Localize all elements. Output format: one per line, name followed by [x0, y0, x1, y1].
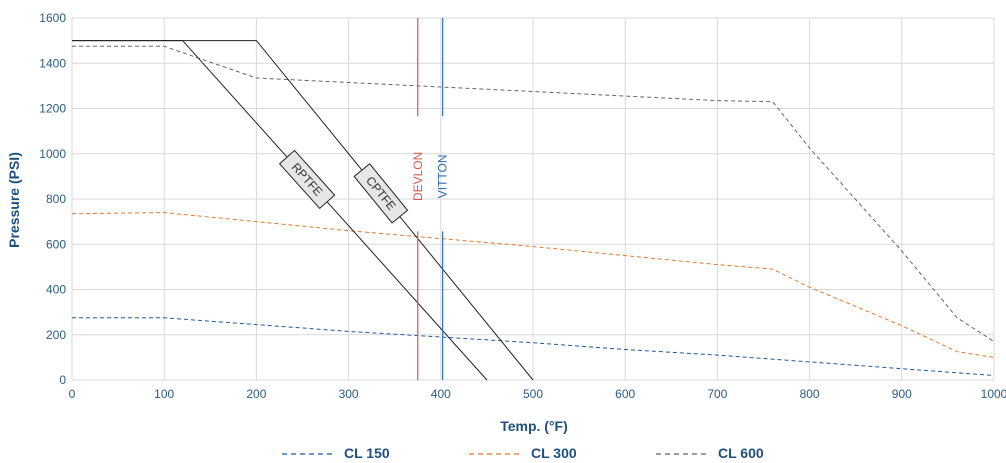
series-line-cptfe [72, 40, 534, 381]
series-line-cl-600 [72, 45, 995, 342]
x-tick-label: 200 [246, 387, 266, 401]
material-label-box [353, 163, 409, 224]
x-tick-label: 800 [800, 387, 820, 401]
x-axis-title: Temp. (°F) [500, 418, 568, 434]
y-axis-title: Pressure (PSI) [6, 152, 22, 248]
x-tick-label: 700 [707, 387, 727, 401]
x-tick-labels: 0 100 200 300 400 500 600 700 800 900 1000 [69, 387, 1006, 401]
y-tick-label: 600 [46, 237, 66, 251]
x-tick-label: 400 [431, 387, 451, 401]
x-tick-label: 1000 [981, 387, 1006, 401]
y-tick-label: 400 [46, 283, 66, 297]
grid [71, 17, 995, 381]
x-tick-label: 900 [892, 387, 912, 401]
y-tick-label: 1200 [39, 102, 66, 116]
vline-label-devlon: DEVLON [411, 152, 425, 201]
vline-label-vitton: VITTON [436, 154, 450, 198]
x-tick-label: 0 [69, 387, 76, 401]
y-tick-label: 1600 [39, 11, 66, 25]
y-tick-label: 0 [59, 373, 66, 387]
x-tick-label: 600 [615, 387, 635, 401]
material-label-rptfe: RPTFE [278, 149, 336, 210]
x-tick-label: 500 [523, 387, 543, 401]
legend-label-cl-600: CL 600 [718, 445, 764, 461]
x-tick-label: 100 [154, 387, 174, 401]
legend: CL 150 CL 300 CL 600 [282, 445, 764, 461]
y-tick-label: 1000 [39, 147, 66, 161]
legend-label-cl-150: CL 150 [344, 445, 390, 461]
x-tick-label: 300 [339, 387, 359, 401]
series-layer [71, 40, 995, 381]
material-labels: RPTFE CPTFE [278, 149, 409, 224]
vertical-lines: DEVLON VITTON [411, 18, 450, 380]
y-tick-label: 200 [46, 328, 66, 342]
series-line-cl-300 [71, 212, 995, 358]
y-tick-label: 1400 [39, 56, 66, 70]
y-tick-labels: 0 200 400 600 800 1000 1200 1400 1600 [39, 11, 66, 387]
material-label-cptfe: CPTFE [353, 163, 409, 224]
material-label-box [278, 149, 336, 210]
legend-label-cl-300: CL 300 [531, 445, 577, 461]
series-line-rptfe [72, 40, 488, 381]
y-tick-label: 800 [46, 192, 66, 206]
